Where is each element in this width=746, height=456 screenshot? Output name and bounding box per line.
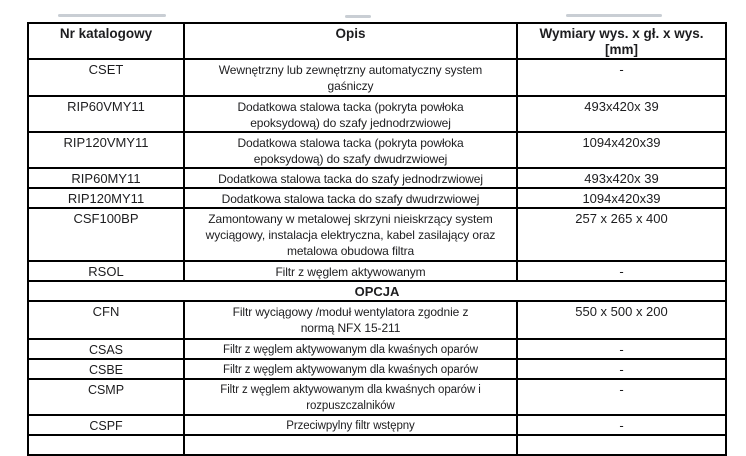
description: Zamontowany w metalowej skrzyni nieiskrz… [183,207,518,262]
catalog-code: CSAS [27,338,185,360]
description: Filtr z węglem aktywowanym [183,260,518,282]
catalog-code: CSPF [27,414,185,436]
dimensions: 493x420x 39 [516,167,727,189]
catalog-code: RIP60VMY11 [27,95,185,133]
crop-artifact [566,14,662,17]
table-row-csf100bp: CSF100BP Zamontowany w metalowej skrzyni… [27,207,727,262]
description: Filtr z węglem aktywowanym dla kwaśnych … [183,358,518,380]
col-header-wymiary: Wymiary wys. x gł. x wys. [mm] [516,22,727,60]
document-page: Nr katalogowy Opis Wymiary wys. x gł. x … [27,14,727,456]
description: Filtr wyciągowy /moduł wentylatora zgodn… [183,300,518,340]
col-header-nr-katalogowy: Nr katalogowy [27,22,185,60]
crop-artifact [345,15,371,18]
table-row-csbe: CSBE Filtr z węglem aktywowanym dla kwaś… [27,358,727,380]
dimensions: 257 x 265 x 400 [516,207,727,262]
table-row-csmp: CSMP Filtr z węglem aktywowanym dla kwaś… [27,378,727,416]
catalog-code: CSMP [27,378,185,416]
dimensions: 550 x 500 x 200 [516,300,727,340]
dimensions: - [516,378,727,416]
section-label: OPCJA [27,280,727,302]
table-row-cset: CSET Wewnętrzny lub zewnętrzny automatyc… [27,58,727,97]
catalog-code: CSET [27,58,185,97]
catalog-code [27,434,185,456]
dimensions: - [516,358,727,380]
catalog-code: RIP60MY11 [27,167,185,189]
dimensions: - [516,414,727,436]
catalog-code: RIP120VMY11 [27,131,185,169]
catalog-code: CFN [27,300,185,340]
table-row-csas: CSAS Filtr z węglem aktywowanym dla kwaś… [27,338,727,360]
dimensions: - [516,260,727,282]
table-row-rip120my11: RIP120MY11 Dodatkowa stalowa tacka do sz… [27,187,727,209]
catalog-code: RSOL [27,260,185,282]
table-row-cspf: CSPF Przeciwpylny filtr wstępny - [27,414,727,436]
dimensions: 1094x420x39 [516,131,727,169]
col-header-opis: Opis [183,22,518,60]
catalog-code: CSBE [27,358,185,380]
table-header-row: Nr katalogowy Opis Wymiary wys. x gł. x … [27,22,727,60]
table-row-rip60vmy11: RIP60VMY11 Dodatkowa stalowa tacka (pokr… [27,95,727,133]
table-row-rip60my11: RIP60MY11 Dodatkowa stalowa tacka do sza… [27,167,727,189]
description: Dodatkowa stalowa tacka (pokryta powłoka… [183,131,518,169]
cropped-next-row [27,434,727,456]
table-row-cfn: CFN Filtr wyciągowy /moduł wentylatora z… [27,300,727,340]
description: Dodatkowa stalowa tacka do szafy jednodr… [183,167,518,189]
dimensions: - [516,338,727,360]
description: Dodatkowa stalowa tacka do szafy dwudrzw… [183,187,518,209]
catalog-code: RIP120MY11 [27,187,185,209]
catalog-table: Nr katalogowy Opis Wymiary wys. x gł. x … [27,22,727,456]
description: Wewnętrzny lub zewnętrzny automatyczny s… [183,58,518,97]
section-row-opcja: OPCJA [27,280,727,302]
description: Dodatkowa stalowa tacka (pokryta powłoka… [183,95,518,133]
table-row-rsol: RSOL Filtr z węglem aktywowanym - [27,260,727,282]
dimensions: - [516,58,727,97]
description: Filtr z węglem aktywowanym dla kwaśnych … [183,338,518,360]
dimensions: 493x420x 39 [516,95,727,133]
dimensions: 1094x420x39 [516,187,727,209]
dimensions [516,434,727,456]
description: Przeciwpylny filtr wstępny [183,414,518,436]
description: Filtr z węglem aktywowanym dla kwaśnych … [183,378,518,416]
catalog-code: CSF100BP [27,207,185,262]
description [183,434,518,456]
crop-artifact [58,14,166,17]
table-row-rip120vmy11: RIP120VMY11 Dodatkowa stalowa tacka (pok… [27,131,727,169]
